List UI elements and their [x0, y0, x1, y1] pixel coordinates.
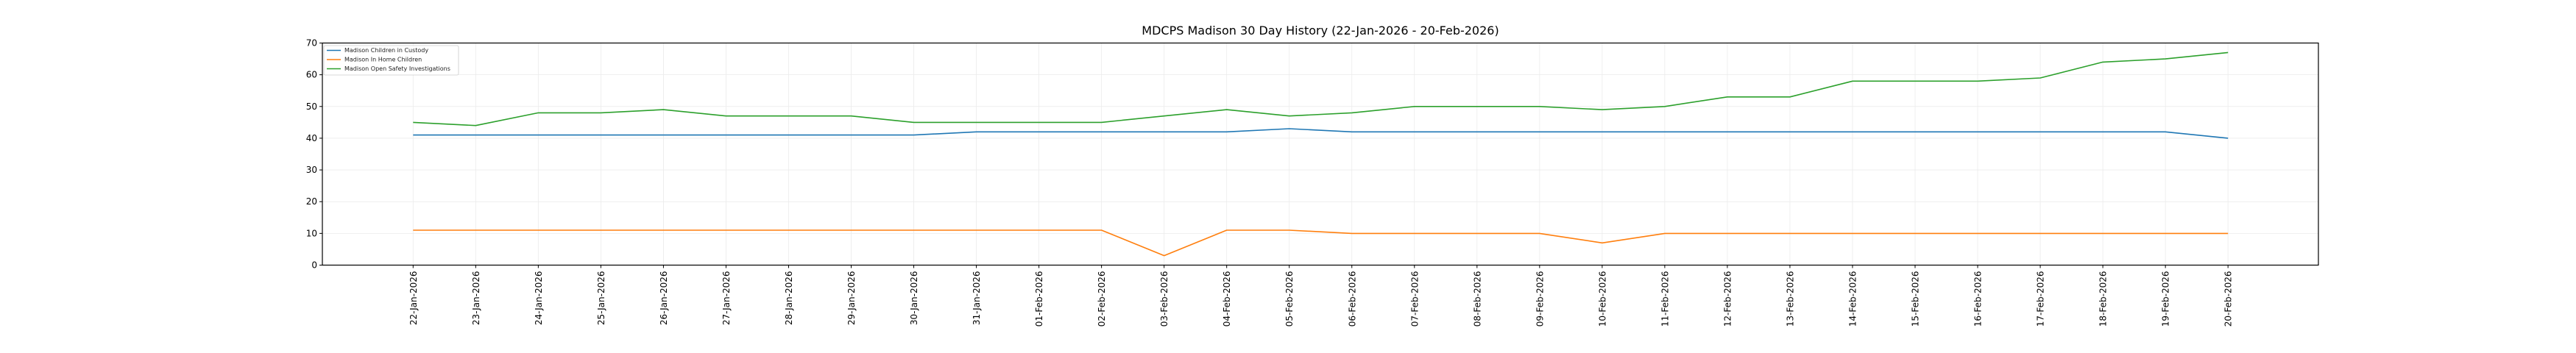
x-tick-label: 24-Jan-2026 — [534, 271, 544, 326]
series-line-0 — [413, 128, 2229, 139]
y-tick-label: 10 — [306, 228, 317, 238]
x-tick-label: 18-Feb-2026 — [2098, 271, 2109, 327]
x-tick-label: 12-Feb-2026 — [1722, 271, 1733, 327]
x-tick-label: 05-Feb-2026 — [1284, 271, 1295, 327]
x-tick-label: 02-Feb-2026 — [1097, 271, 1107, 327]
x-tick-label: 07-Feb-2026 — [1409, 271, 1420, 327]
x-tick-label: 03-Feb-2026 — [1159, 271, 1170, 327]
x-tick-label: 13-Feb-2026 — [1785, 271, 1795, 327]
y-tick-label: 70 — [306, 38, 317, 49]
legend-box — [323, 45, 459, 76]
chart-title: MDCPS Madison 30 Day History (22-Jan-202… — [1142, 24, 1498, 38]
y-tick-label: 0 — [311, 260, 317, 271]
x-tick-label: 25-Jan-2026 — [596, 271, 606, 326]
x-tick-label: 11-Feb-2026 — [1660, 271, 1670, 327]
x-tick-label: 29-Jan-2026 — [846, 271, 857, 326]
x-tick-label: 01-Feb-2026 — [1034, 271, 1044, 327]
x-tick-label: 09-Feb-2026 — [1535, 271, 1545, 327]
x-tick-label: 22-Jan-2026 — [408, 271, 419, 326]
series-line-1 — [413, 229, 2229, 257]
x-tick-label: 17-Feb-2026 — [2036, 271, 2046, 327]
x-tick-label: 04-Feb-2026 — [1222, 271, 1232, 327]
x-tick-label: 08-Feb-2026 — [1472, 271, 1482, 327]
x-axis: 22-Jan-2026 23-Jan-2026 24-Jan-2026 25-Jan-… — [408, 265, 2234, 327]
x-tick-label: 27-Jan-2026 — [721, 271, 732, 326]
legend: Madison Children in Custody Madison In H… — [323, 45, 459, 76]
x-tick-label: 20-Feb-2026 — [2223, 271, 2234, 327]
x-tick-label: 19-Feb-2026 — [2161, 271, 2171, 327]
x-tick-label: 28-Jan-2026 — [784, 271, 794, 326]
y-axis: 0 10 20 30 40 50 60 70 — [306, 38, 322, 271]
grid-lines — [322, 43, 2318, 265]
series-lines — [413, 51, 2229, 257]
series-line-2 — [413, 51, 2229, 126]
x-tick-label: 15-Feb-2026 — [1911, 271, 1921, 327]
x-tick-label: 14-Feb-2026 — [1847, 271, 1858, 327]
legend-label-in-home: Madison In Home Children — [344, 57, 422, 63]
axes-frame — [322, 42, 2319, 266]
x-tick-label: 16-Feb-2026 — [1973, 271, 1984, 327]
x-tick-label: 06-Feb-2026 — [1347, 271, 1357, 327]
x-tick-label: 30-Jan-2026 — [909, 271, 919, 326]
y-tick-label: 60 — [306, 70, 317, 80]
x-tick-label: 23-Jan-2026 — [471, 271, 481, 326]
y-tick-label: 40 — [306, 133, 317, 143]
y-tick-label: 20 — [306, 196, 317, 207]
x-tick-label: 26-Jan-2026 — [659, 271, 669, 326]
x-tick-label: 10-Feb-2026 — [1597, 271, 1607, 327]
y-tick-label: 30 — [306, 165, 317, 175]
y-tick-label: 50 — [306, 101, 317, 112]
x-tick-label: 31-Jan-2026 — [972, 271, 982, 326]
legend-label-custody: Madison Children in Custody — [344, 47, 428, 54]
legend-label-investigations: Madison Open Safety Investigations — [344, 65, 450, 72]
